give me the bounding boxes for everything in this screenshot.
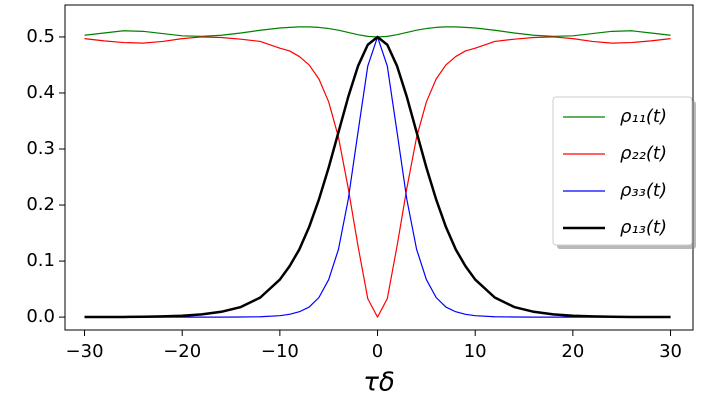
x-tick-label: −20 [163,341,201,362]
y-tick-label: 0.3 [26,138,55,159]
legend-label: ρ₁₃(t) [620,217,667,238]
legend: ρ₁₁(t) ρ₂₂(t) ρ₃₃(t) ρ₁₃(t) [552,96,696,249]
x-axis-label: τδ [363,368,395,398]
x-tick-label: 10 [464,341,487,362]
series-line [84,36,671,318]
y-tick-label: 0.1 [26,250,55,271]
y-tick-label: 0.2 [26,194,55,215]
x-tick-label: 0 [372,341,383,362]
x-tick-label: −10 [261,341,299,362]
legend-label: ρ₂₂(t) [620,143,667,164]
series-line [84,26,671,38]
y-tick-label: 0.4 [26,82,55,103]
x-tick-label: 20 [561,341,584,362]
legend-label: ρ₃₃(t) [620,180,667,201]
x-tick-label: −30 [66,341,104,362]
legend-label: ρ₁₁(t) [620,106,667,127]
legend-box [552,96,693,246]
y-tick-label: 0.0 [26,306,55,327]
x-tick-label: 30 [659,341,682,362]
series-line [84,35,671,319]
y-tick-label: 0.5 [26,26,55,47]
